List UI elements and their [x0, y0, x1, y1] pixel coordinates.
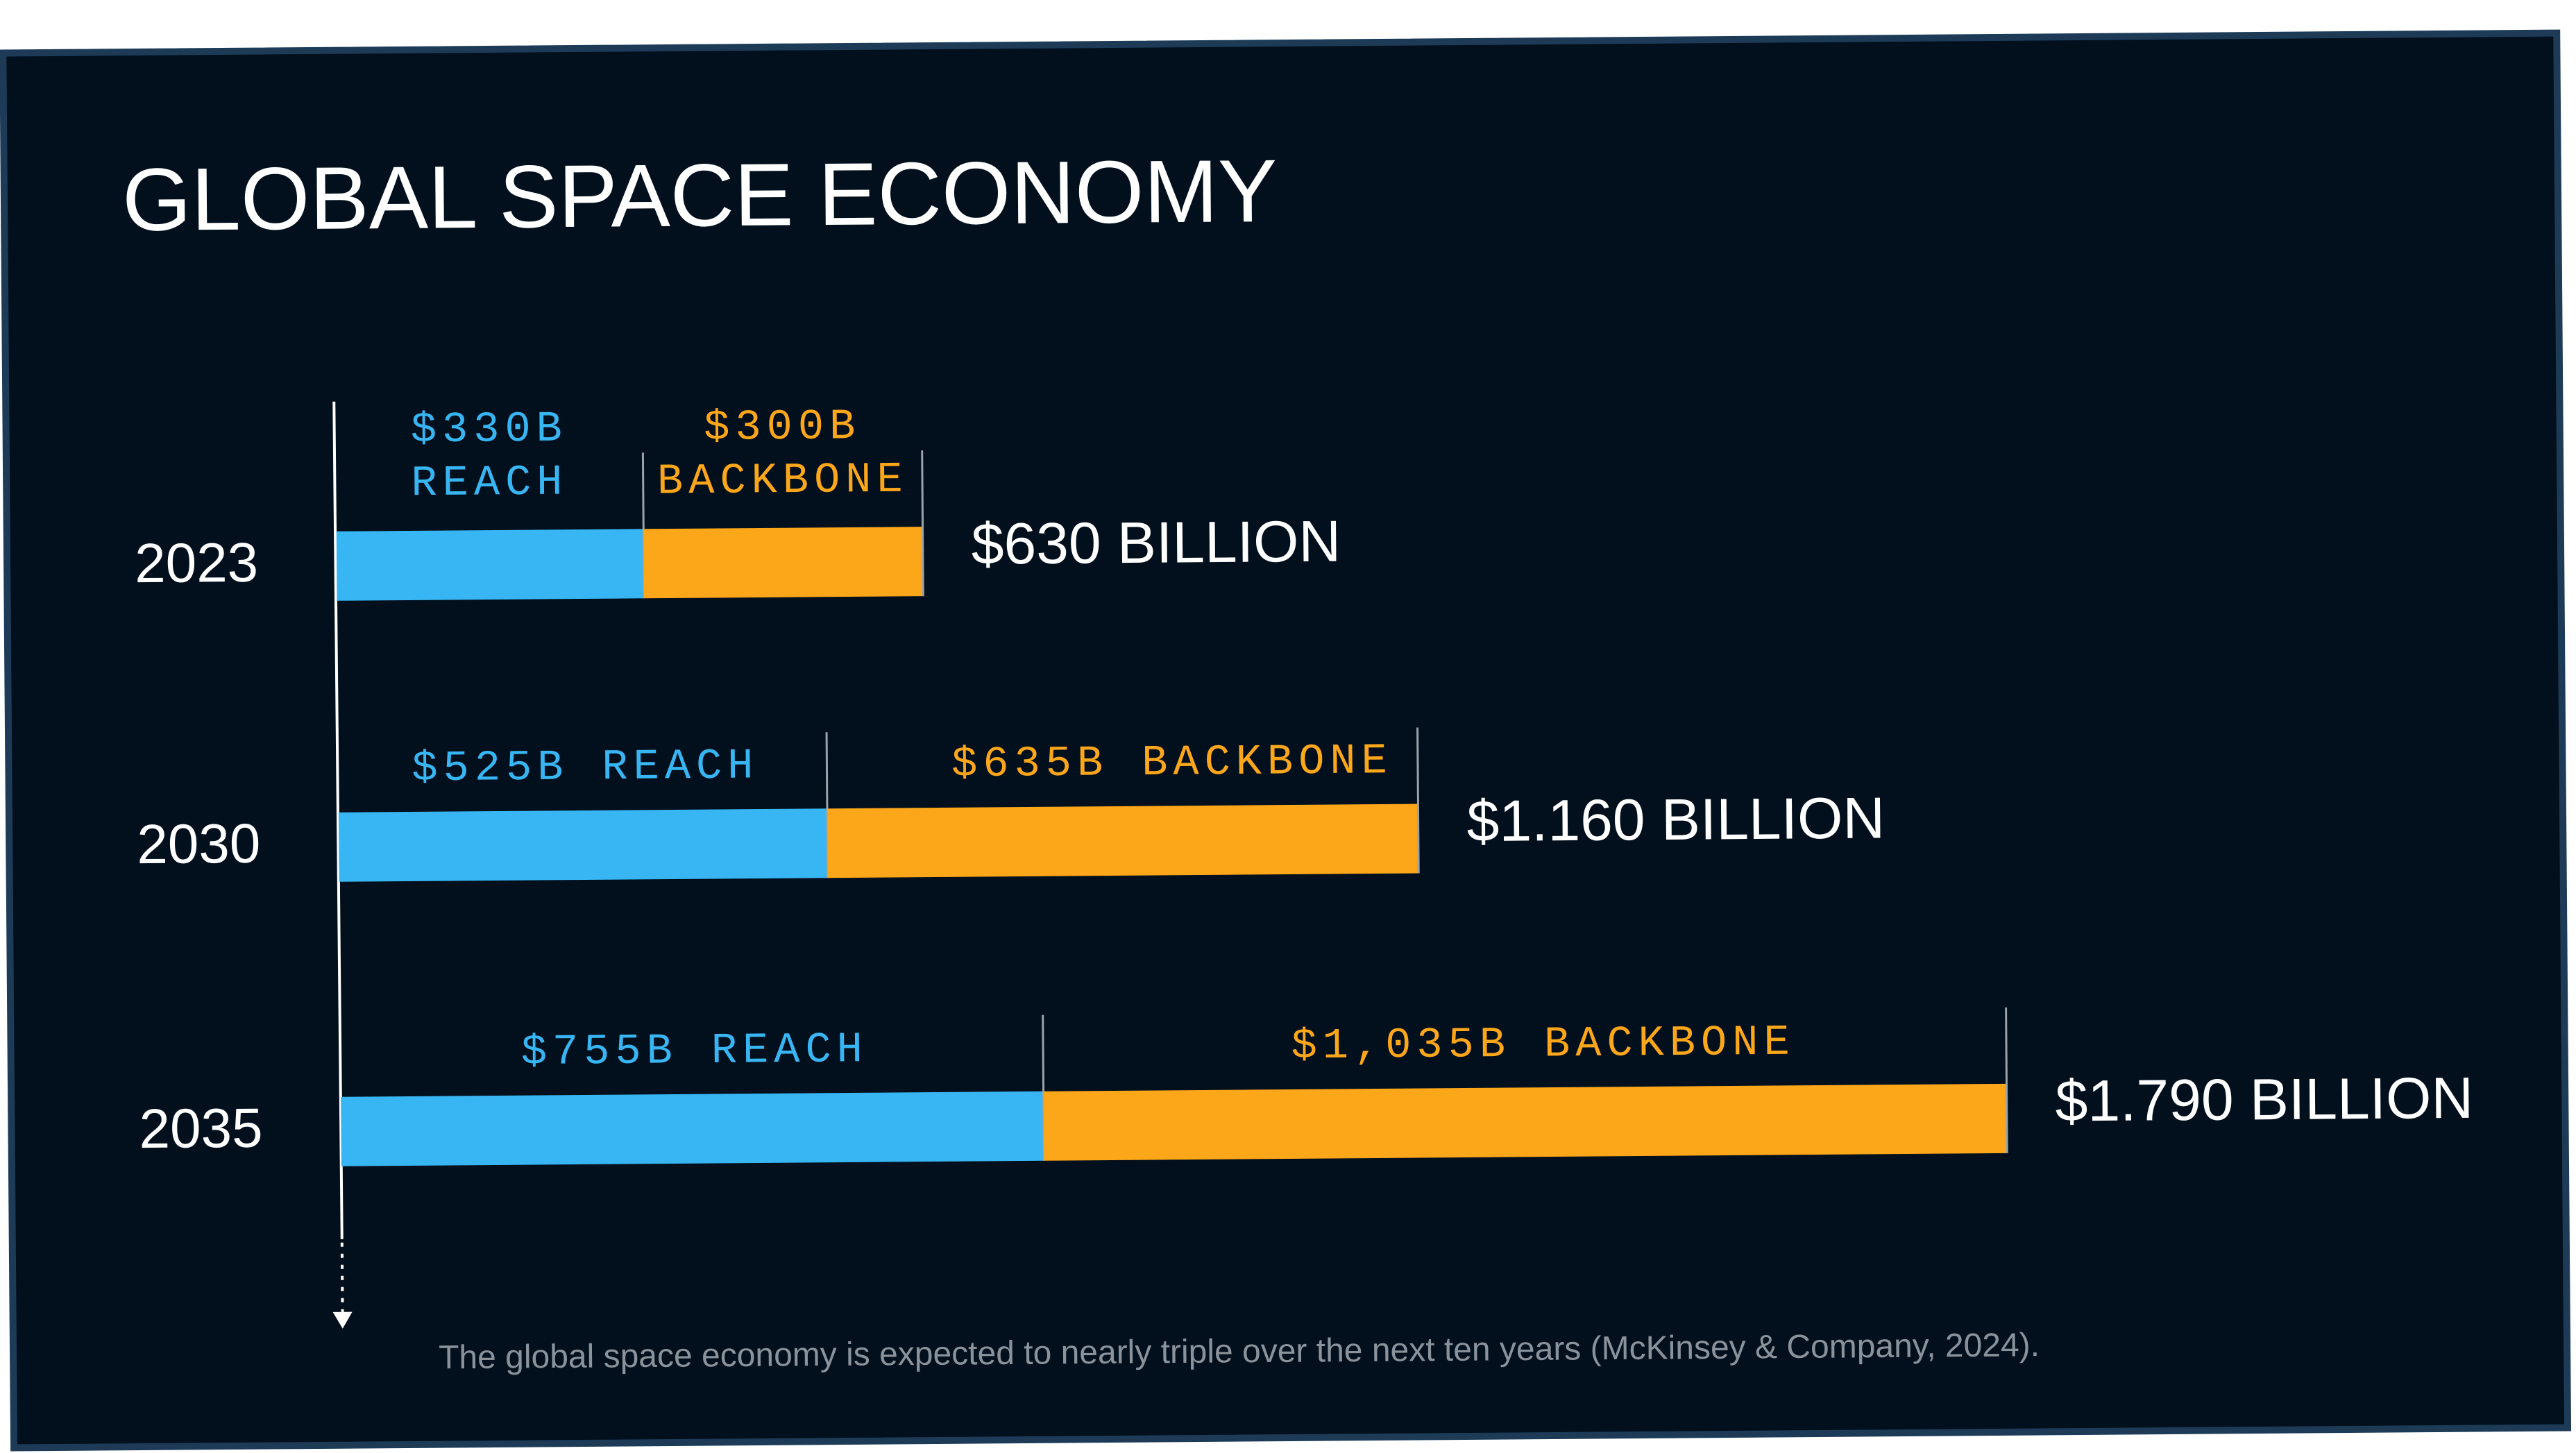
series-label: BACKBONE: [657, 455, 908, 507]
value-label: $525B: [412, 743, 569, 794]
value-label: $635B: [951, 738, 1109, 789]
bar-segment: [336, 529, 645, 601]
series-label: REACH: [711, 1025, 869, 1076]
time-axis-continuation: [340, 1242, 344, 1312]
bar-segment: [643, 527, 924, 599]
total-label: $1.160 BILLION: [1466, 785, 1885, 853]
segment-divider: [825, 732, 829, 878]
time-axis: [332, 401, 344, 1239]
value-label: $1,035B: [1291, 1020, 1511, 1071]
category-label: 2030: [137, 813, 261, 875]
bar-segment: [827, 804, 1419, 878]
segment-divider: [1416, 727, 1420, 874]
chart-title: GLOBAL SPACE ECONOMY: [121, 142, 1278, 250]
total-label: $1.790 BILLION: [2055, 1065, 2473, 1134]
series-label: BACKBONE: [1544, 1018, 1795, 1069]
category-label: 2023: [135, 532, 259, 594]
segment-divider: [2005, 1007, 2008, 1153]
value-label: $330B: [411, 405, 568, 455]
total-label: $630 BILLION: [971, 509, 1341, 577]
series-label: BACKBONE: [1142, 736, 1393, 788]
slide: GLOBAL SPACE ECONOMY The global space ec…: [0, 29, 2572, 1452]
category-label: 2035: [139, 1097, 263, 1159]
segment-divider: [921, 450, 924, 597]
bar-segment: [338, 808, 828, 882]
bar-segment: [341, 1091, 1044, 1166]
value-label: $755B: [521, 1026, 679, 1077]
series-label: REACH: [411, 458, 568, 509]
time-axis-arrow: [332, 1311, 353, 1329]
value-label: $300B: [704, 402, 861, 452]
series-label: REACH: [602, 741, 759, 792]
bar-segment: [1043, 1083, 2008, 1161]
segment-divider: [1042, 1014, 1045, 1161]
